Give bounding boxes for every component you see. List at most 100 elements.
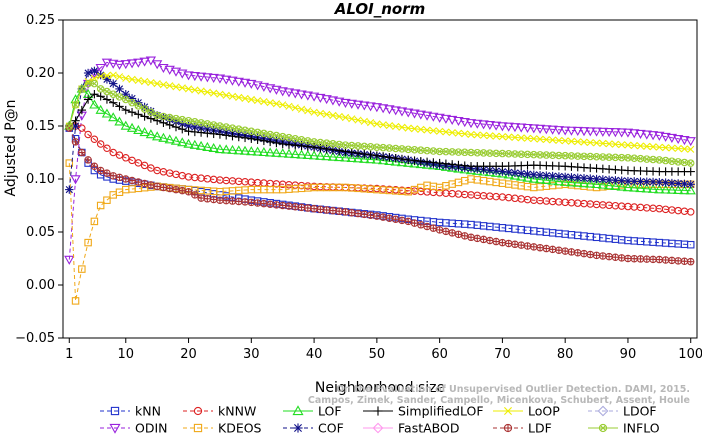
marker-x <box>580 138 588 146</box>
marker-x-b <box>261 130 267 137</box>
marker-triangle <box>453 163 464 173</box>
marker-triangle-down <box>195 72 207 82</box>
marker-plus <box>373 406 383 416</box>
marker-circle-plus <box>216 196 224 204</box>
marker-triangle <box>560 176 571 186</box>
y-tick-label: 0.00 <box>26 278 55 293</box>
marker-ast-b <box>65 186 73 194</box>
legend-label: LDF <box>528 421 552 435</box>
marker-triangle <box>384 155 395 165</box>
marker-triangle <box>239 145 251 155</box>
marker-x-b <box>330 141 336 147</box>
marker-circle <box>115 93 124 101</box>
marker-triangle <box>170 135 182 145</box>
marker-x <box>366 119 375 127</box>
marker-x-b <box>374 144 380 150</box>
marker-x-b <box>486 132 494 140</box>
marker-circle-plus <box>649 255 657 264</box>
marker-x <box>555 136 563 145</box>
marker-x-b <box>217 123 223 129</box>
marker-circle-plus <box>599 252 607 260</box>
marker-square <box>193 423 203 433</box>
marker-triangle <box>183 138 194 148</box>
marker-x-b <box>167 114 173 121</box>
marker-triangle-down <box>133 58 144 68</box>
marker-triangle <box>290 149 301 159</box>
marker-circle <box>90 135 99 144</box>
marker-x-b <box>109 71 117 79</box>
marker-triangle-down <box>453 116 464 127</box>
marker-triangle <box>308 150 320 160</box>
marker-triangle-down <box>553 126 565 136</box>
marker-x <box>479 131 488 139</box>
marker-ast-b <box>655 178 663 186</box>
marker-triangle-down <box>95 63 106 74</box>
marker-triangle <box>239 145 251 155</box>
marker-triangle-down <box>183 71 194 81</box>
marker-x <box>423 126 431 134</box>
marker-x-b <box>228 92 237 100</box>
marker-x-b <box>211 122 217 128</box>
marker-circle-plus <box>115 173 124 182</box>
marker-x <box>442 128 450 136</box>
marker-triangle <box>534 174 546 184</box>
marker-triangle-down <box>327 96 339 106</box>
marker-ast-b <box>536 171 544 179</box>
marker-ast-b <box>624 177 632 185</box>
marker-circle <box>122 154 130 162</box>
marker-x <box>517 134 525 142</box>
marker-plus <box>429 158 438 167</box>
marker-triangle <box>283 148 295 158</box>
marker-square <box>686 240 695 249</box>
marker-triangle-down <box>177 69 188 79</box>
marker-x <box>461 130 469 138</box>
marker-circle <box>193 406 203 416</box>
marker-triangle-down <box>528 124 539 134</box>
marker-triangle-down <box>64 255 75 265</box>
marker-x <box>536 135 544 143</box>
marker-x-b <box>260 98 268 106</box>
marker-triangle-down <box>214 74 226 84</box>
marker-triangle-down <box>233 77 244 87</box>
marker-triangle <box>221 144 232 154</box>
marker-circle-plus <box>159 183 168 192</box>
marker-asterisk <box>121 90 130 99</box>
marker-triangle-down <box>246 79 257 89</box>
marker-x-b <box>580 138 588 146</box>
marker-x-b <box>98 86 104 92</box>
marker-ast-b <box>191 123 199 131</box>
marker-triangle-down <box>177 69 188 79</box>
marker-triangle <box>158 132 169 142</box>
marker-triangle-down <box>547 125 558 135</box>
marker-x-b <box>517 134 525 142</box>
marker-triangle <box>233 145 244 155</box>
marker-ast-b <box>184 122 193 130</box>
marker-x <box>417 125 425 133</box>
marker-triangle <box>516 171 527 181</box>
marker-circle <box>103 87 111 96</box>
marker-triangle <box>340 152 351 162</box>
marker-triangle <box>516 171 527 181</box>
marker-x-b <box>185 118 192 124</box>
legend-item-simplifiedlof: SimplifiedLOF <box>363 404 484 419</box>
marker-triangle <box>453 163 464 173</box>
marker-triangle-down <box>641 130 652 140</box>
marker-triangle <box>321 151 332 161</box>
marker-x <box>567 137 576 145</box>
marker-circle-plus <box>592 251 601 260</box>
marker-triangle-down <box>572 126 583 136</box>
marker-triangle <box>189 139 200 149</box>
marker-x-b <box>436 127 444 135</box>
marker-triangle <box>327 151 339 161</box>
marker-x <box>636 142 645 150</box>
marker-circle-plus <box>661 256 670 264</box>
marker-x-b <box>581 153 587 159</box>
marker-x <box>542 135 550 144</box>
marker-circle-plus <box>128 176 136 185</box>
marker-triangle <box>396 157 408 167</box>
marker-triangle-down <box>114 60 125 70</box>
marker-x-b <box>631 155 637 161</box>
marker-x <box>448 128 456 137</box>
marker-triangle <box>89 99 100 109</box>
watermark-line-2: On the Evaluation of Unsupervised Outlie… <box>336 384 690 395</box>
